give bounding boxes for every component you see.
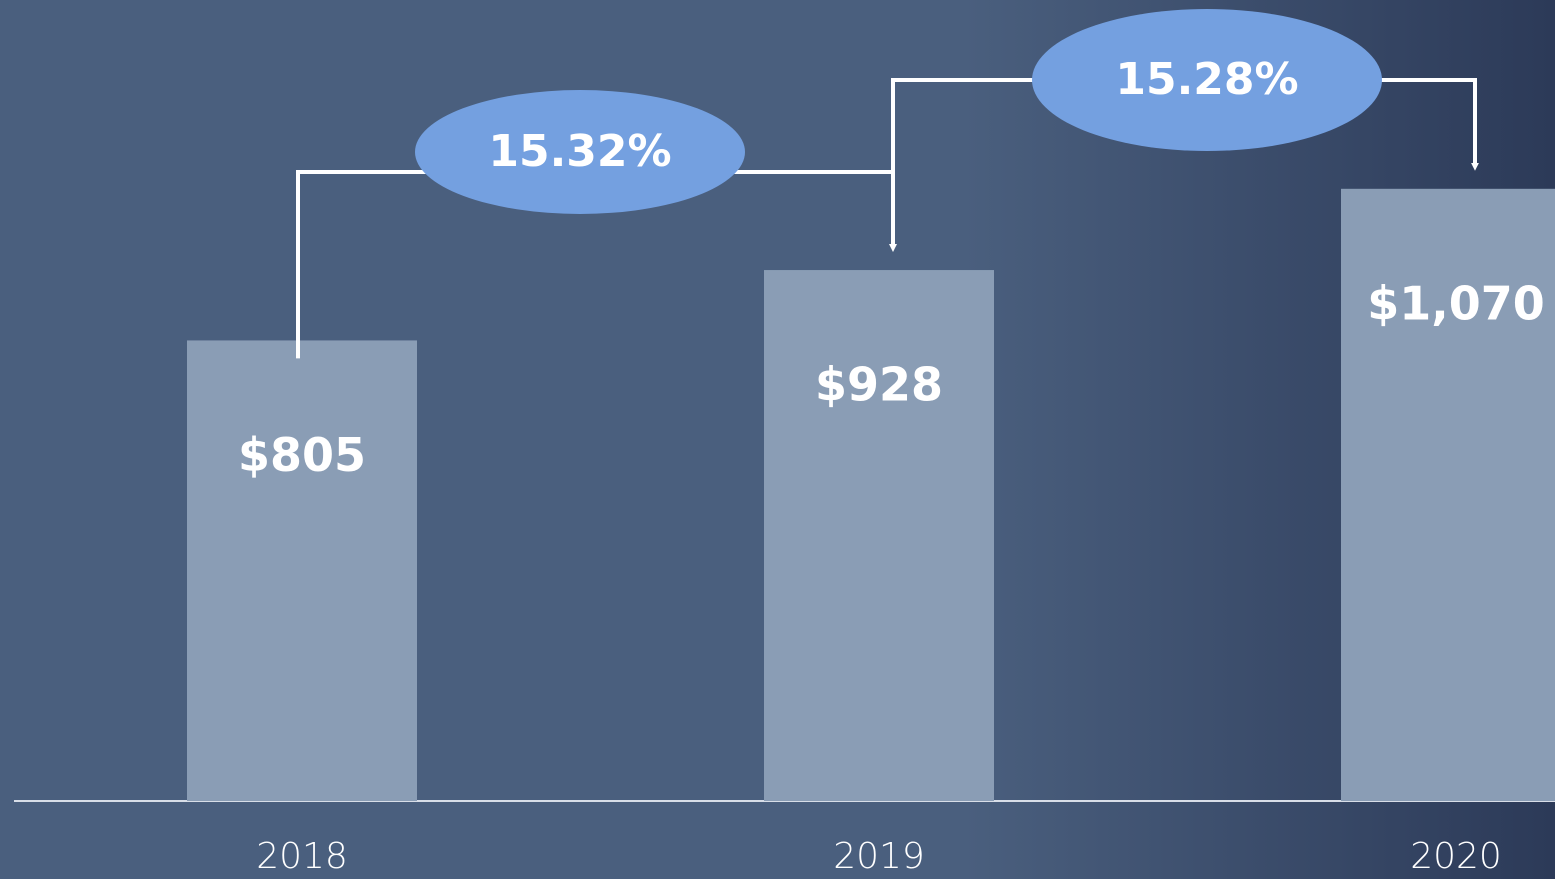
value-label: $1,070 <box>1367 276 1545 330</box>
x-tick-label: 2019 <box>833 836 925 877</box>
growth-badge <box>1032 9 1382 151</box>
bar <box>764 270 994 802</box>
bar <box>1341 188 1555 802</box>
bar <box>187 340 417 801</box>
value-label: $805 <box>238 428 366 482</box>
growth-label: 15.28% <box>1115 54 1298 105</box>
growth-label: 15.32% <box>488 126 671 177</box>
value-label: $928 <box>815 358 943 412</box>
x-tick-label: 2018 <box>256 836 348 877</box>
growth-badge <box>415 90 745 214</box>
x-tick-label: 2020 <box>1410 836 1502 877</box>
